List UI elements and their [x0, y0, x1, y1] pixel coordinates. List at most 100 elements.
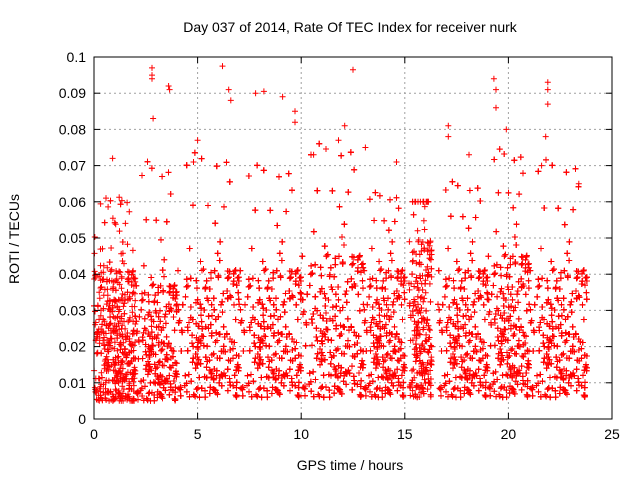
data-point [203, 374, 210, 381]
data-point [272, 350, 279, 357]
data-point [161, 273, 167, 280]
data-point [459, 213, 466, 220]
data-point [148, 274, 155, 281]
data-point [139, 172, 145, 179]
data-point [126, 378, 133, 385]
data-point [443, 282, 450, 289]
data-point [133, 389, 140, 396]
data-point [210, 350, 217, 357]
data-point [104, 292, 111, 299]
data-point [284, 372, 291, 379]
data-point [283, 370, 290, 376]
data-point [371, 217, 378, 224]
data-point [438, 392, 444, 399]
data-point [124, 289, 131, 296]
data-point [112, 221, 119, 228]
data-point [141, 325, 148, 332]
data-point [218, 371, 225, 378]
data-point [317, 264, 324, 271]
data-point [297, 278, 304, 284]
data-point [127, 341, 134, 348]
data-point [211, 267, 218, 274]
data-point [178, 348, 185, 354]
data-point [289, 358, 296, 364]
data-point [138, 378, 145, 385]
data-point [355, 291, 362, 298]
data-point [121, 291, 128, 298]
data-point [362, 392, 369, 399]
data-point [111, 361, 118, 368]
data-point [115, 353, 122, 360]
data-point [351, 380, 358, 387]
data-point [281, 373, 288, 380]
data-point [206, 286, 213, 292]
data-point [202, 394, 209, 401]
data-point [118, 285, 125, 292]
data-point [480, 281, 487, 287]
data-point [183, 283, 190, 290]
data-point [388, 257, 395, 264]
data-point [257, 384, 264, 391]
data-point [401, 296, 408, 303]
data-point [104, 389, 111, 396]
data-point [106, 259, 113, 266]
data-point [124, 199, 131, 206]
data-point [457, 285, 464, 292]
data-point [326, 387, 333, 394]
data-point [150, 379, 157, 386]
data-point [256, 285, 263, 292]
data-point [176, 317, 183, 324]
data-point [346, 370, 353, 377]
data-point [276, 173, 282, 180]
data-point [327, 349, 334, 356]
data-point [304, 291, 311, 298]
data-point [213, 367, 220, 374]
data-point [351, 166, 358, 173]
data-point [104, 298, 111, 305]
data-point [286, 366, 293, 373]
data-point [368, 245, 375, 252]
data-point [139, 296, 146, 303]
data-point [325, 336, 332, 343]
data-point [131, 366, 138, 373]
data-point [342, 291, 349, 298]
data-point [169, 362, 176, 369]
data-point [145, 390, 152, 397]
data-point [230, 270, 237, 277]
data-point [271, 330, 278, 337]
data-point [176, 385, 182, 392]
data-point [128, 342, 135, 349]
data-point [161, 313, 168, 320]
data-point [472, 214, 479, 221]
data-point [391, 323, 398, 330]
data-point [442, 187, 449, 193]
data-point [422, 289, 429, 296]
data-point [312, 293, 319, 300]
data-point [252, 207, 259, 214]
data-point [480, 301, 487, 308]
data-point [462, 275, 469, 282]
data-point [324, 251, 331, 258]
data-point [345, 337, 351, 344]
data-point [313, 355, 320, 362]
data-point [449, 178, 456, 185]
data-point [184, 324, 191, 331]
data-point [247, 282, 254, 289]
data-point [244, 293, 251, 300]
data-point [171, 327, 178, 334]
data-point [323, 146, 329, 152]
data-point [322, 303, 329, 309]
data-point [471, 309, 478, 316]
data-point [269, 321, 276, 328]
data-point [373, 386, 380, 393]
data-point [129, 375, 136, 382]
data-point [332, 291, 339, 298]
data-point [114, 335, 121, 342]
data-point [236, 301, 243, 308]
data-point [203, 364, 210, 371]
data-point [144, 371, 151, 378]
data-point [326, 394, 333, 401]
data-point [266, 295, 273, 302]
data-point [152, 365, 159, 372]
data-point [146, 354, 153, 360]
